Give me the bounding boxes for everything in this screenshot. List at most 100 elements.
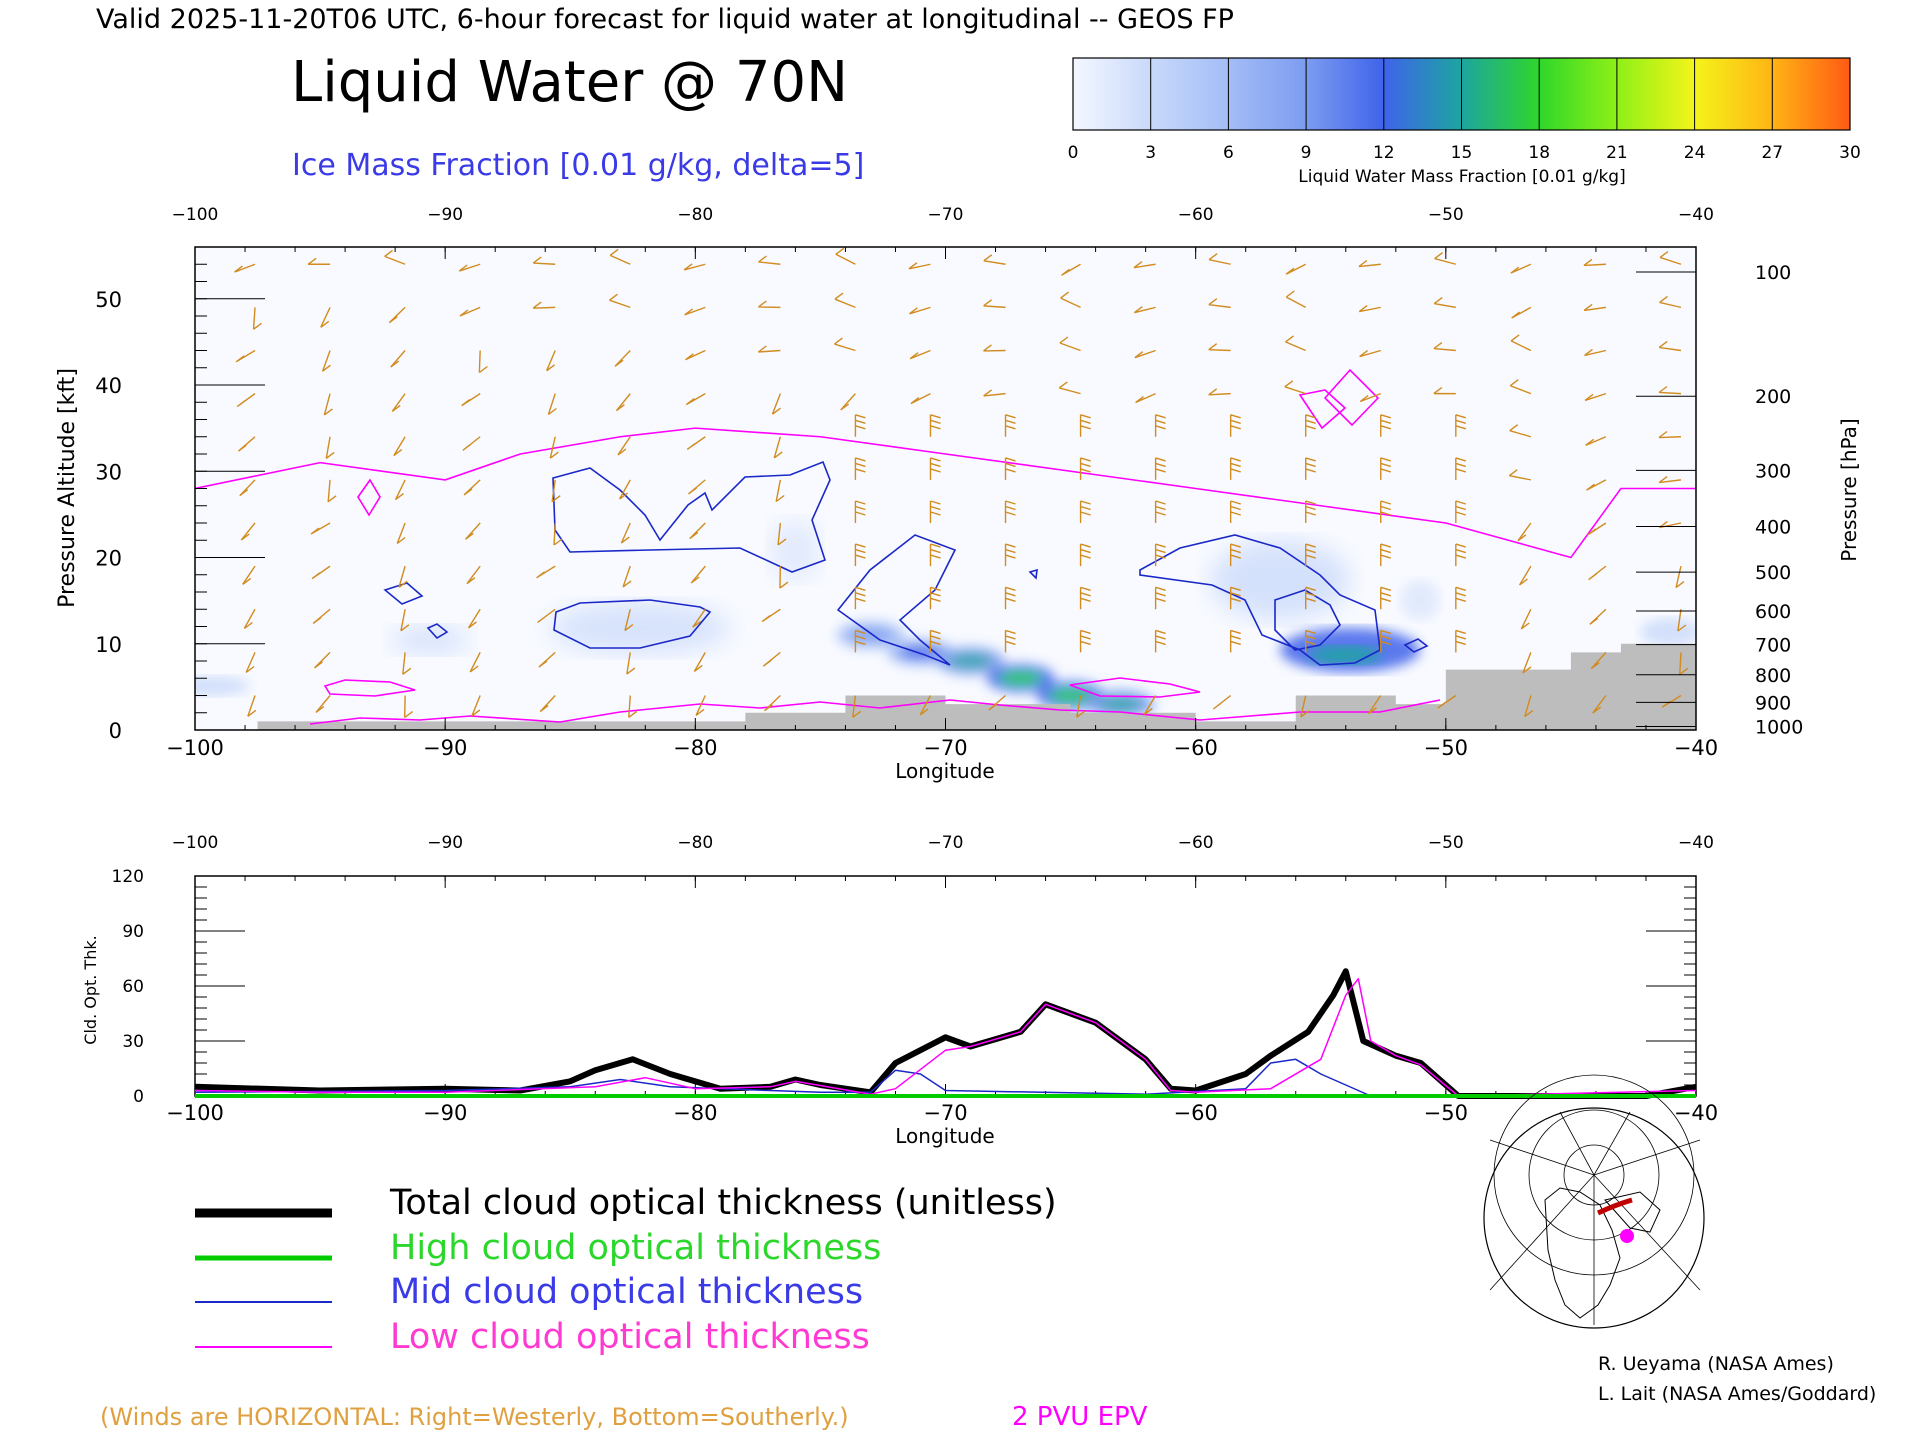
wind-barb <box>1229 586 1241 610</box>
wind-barb <box>1004 543 1016 567</box>
wind-barb <box>1154 629 1166 653</box>
wind-barb <box>762 651 781 667</box>
bottom-axes: −100 −100 −90 −90 −80 −80 −70 −70 −60 −60 −50 −50 −4… <box>112 833 1719 1125</box>
wind-barb <box>1154 457 1166 480</box>
main-top-tick-label: −80 <box>677 205 713 225</box>
wind-barb <box>1658 340 1682 352</box>
optical-thickness-panel: −100 −100 −90 −90 −80 −80 −70 −70 −60 −60 −50 −50 −4… <box>81 833 1718 1148</box>
epv-contour <box>1069 677 1201 698</box>
bottom-xlabel: Longitude <box>895 1124 994 1148</box>
epv-label: 2 PVU EPV <box>1012 1402 1148 1432</box>
bottom-x-tick-label: −70 <box>923 1101 967 1125</box>
colorbar-tick-label: 3 <box>1145 143 1156 163</box>
wind-barb <box>393 436 406 457</box>
wind-barb <box>1380 586 1392 610</box>
pressure-tick-label: 500 <box>1755 562 1791 584</box>
pale-cloud-region <box>770 520 820 580</box>
wind-barb <box>1455 457 1467 480</box>
wind-barb <box>1585 436 1607 446</box>
series-line-mid <box>194 1058 1696 1097</box>
wind-barb <box>467 608 481 629</box>
wind-barb <box>1285 290 1307 308</box>
bottom-y-tick-label: 120 <box>112 867 144 887</box>
wind-barb <box>1658 476 1682 484</box>
wind-barb <box>545 350 556 372</box>
main-axes: −100 −100 −90 −90 −80 −80 −70 −70 −60 −60 −50 −50 −4… <box>95 205 1803 760</box>
bottom-top-tick-label: −40 <box>1678 833 1714 853</box>
main-panel: −100 −100 −90 −90 −80 −80 −70 −70 −60 −60 −50 −50 −4… <box>55 205 1861 783</box>
wind-barb <box>1583 258 1606 267</box>
wind-barb <box>245 652 256 674</box>
main-ylabel: Pressure Altitude [kft] <box>55 368 80 608</box>
wind-barb <box>311 565 331 580</box>
ice-contour-label: Ice Mass Fraction [0.01 g/kg, delta=5] <box>292 148 864 183</box>
wind-barb <box>1380 500 1392 523</box>
epv-contour <box>1323 368 1380 427</box>
wind-barb <box>929 500 941 523</box>
bottom-x-tick-label: −100 <box>166 1101 224 1125</box>
wind-barb <box>1511 306 1532 319</box>
wind-barb <box>391 393 406 412</box>
wind-barb <box>1058 381 1081 395</box>
wind-barb <box>614 350 631 367</box>
colorbar-tick-label: 9 <box>1301 143 1312 163</box>
wind-barb <box>1212 694 1232 710</box>
wind-barb <box>1589 608 1607 625</box>
liquid-water-core <box>998 672 1043 685</box>
bottom-ylabel: Cld. Opt. Thk. <box>81 935 100 1044</box>
wind-barb <box>1208 388 1231 396</box>
wind-barb <box>854 500 866 523</box>
wind-barb <box>252 307 262 330</box>
wind-barb <box>983 254 1006 265</box>
wind-barb <box>313 651 331 669</box>
colorbar-tick-label: 15 <box>1451 143 1473 163</box>
wind-barb <box>854 457 866 480</box>
locator-map <box>1483 1074 1705 1329</box>
liquid-water-core <box>1098 698 1143 711</box>
wind-barb <box>1079 543 1091 567</box>
wind-barb <box>237 436 256 452</box>
wind-barb <box>1455 500 1467 523</box>
wind-barb <box>1359 392 1382 403</box>
wind-barb <box>312 608 331 624</box>
main-top-tick-label: −50 <box>1428 205 1464 225</box>
wind-caption: (Winds are HORIZONTAL: Right=Westerly, B… <box>100 1403 849 1431</box>
epv-contour <box>323 679 416 697</box>
wind-barb <box>1586 479 1607 491</box>
wind-barb <box>1659 250 1682 265</box>
main-x-tick-label: −70 <box>923 736 967 760</box>
wind-barb <box>537 608 556 624</box>
colorbar-tick-label: 30 <box>1839 143 1861 163</box>
wind-barb <box>464 522 481 540</box>
ice-contour <box>553 599 712 649</box>
colorbar: 0 3 6 9 12 15 18 21 24 27 30 <box>1068 57 1861 163</box>
wind-barb <box>1285 263 1307 275</box>
wind-barb <box>683 263 706 271</box>
wind-barb <box>461 393 481 407</box>
wind-barb <box>323 393 333 416</box>
main-y-tick-label: 0 <box>109 719 122 743</box>
terrain-profile <box>257 626 1696 730</box>
wind-barb <box>835 247 856 265</box>
main-y-tick-label: 30 <box>95 460 122 484</box>
wind-barb <box>1518 565 1532 586</box>
wind-barb <box>307 257 331 265</box>
wind-barb <box>908 306 931 315</box>
wind-barb <box>854 586 866 610</box>
main-x-tick-label: −80 <box>673 736 717 760</box>
wind-barb <box>757 345 781 353</box>
wind-barb <box>1455 629 1467 653</box>
wind-barb <box>609 293 631 309</box>
wind-barb <box>1079 586 1091 610</box>
legend-label-mid: Mid cloud optical thickness <box>390 1272 863 1312</box>
wind-barb <box>547 393 557 416</box>
wind-barb <box>242 565 256 585</box>
wind-barb <box>685 393 706 406</box>
wind-barb <box>1675 565 1685 589</box>
pressure-tick-label: 200 <box>1755 386 1791 408</box>
colorbar-tick-label: 12 <box>1373 143 1395 163</box>
pale-cloud-region <box>1640 618 1696 646</box>
wind-barb <box>404 695 414 719</box>
wind-barb <box>757 300 781 309</box>
main-top-tick-label: −90 <box>427 205 463 225</box>
